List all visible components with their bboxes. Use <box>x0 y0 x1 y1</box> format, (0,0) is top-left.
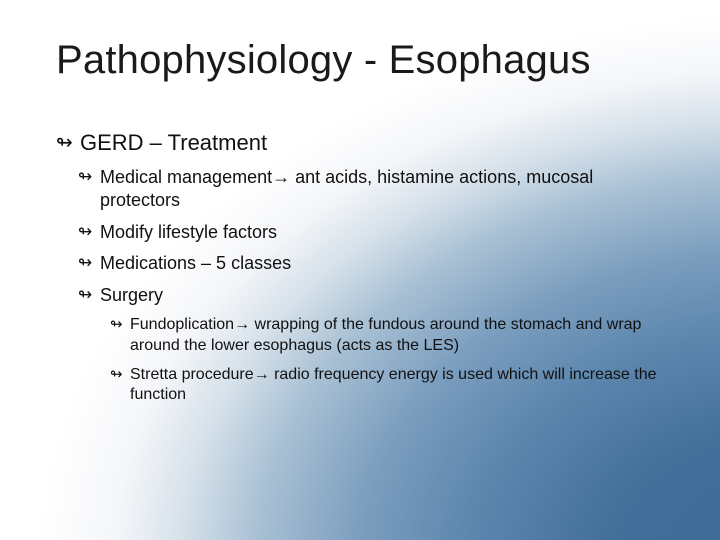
bullet-level2: Surgery <box>78 284 670 307</box>
bullet-level3: Stretta procedure→ radio frequency energ… <box>110 365 670 407</box>
bullet-level1: GERD – Treatment <box>56 130 670 156</box>
bullet-level2: Medications – 5 classes <box>78 252 670 275</box>
bullet-level2: Modify lifestyle factors <box>78 221 670 244</box>
bullet-level3: Fundoplication→ wrapping of the fundous … <box>110 315 670 357</box>
slide-title: Pathophysiology - Esophagus <box>56 38 591 83</box>
bullet-level2: Medical management→ ant acids, histamine… <box>78 166 670 213</box>
slide-content: GERD – Treatment Medical management→ ant… <box>56 130 670 414</box>
slide-container: Pathophysiology - Esophagus GERD – Treat… <box>0 0 720 540</box>
